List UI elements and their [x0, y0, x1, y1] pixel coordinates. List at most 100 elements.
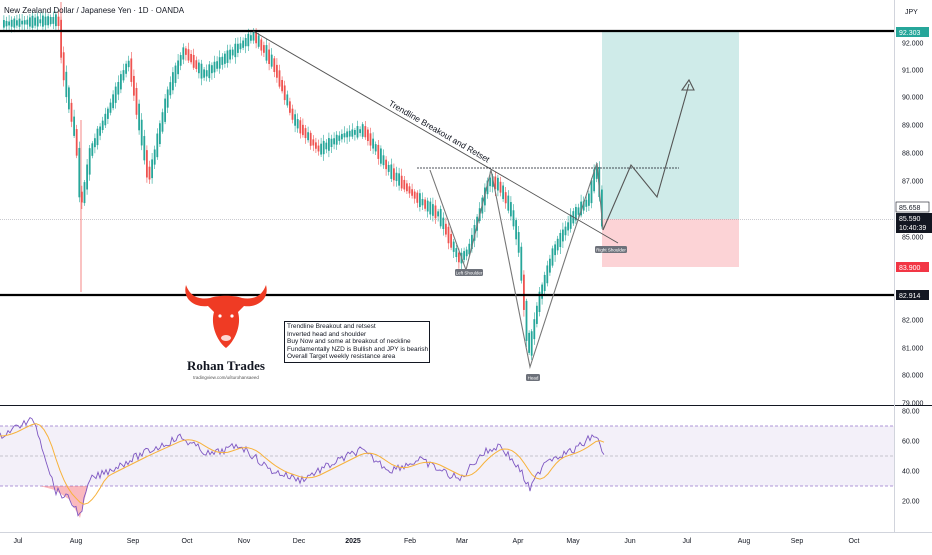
price-tick-label: 90.000 [902, 95, 924, 102]
price-tag-target[interactable] [896, 27, 929, 37]
rsi-axis[interactable]: 80.00 60.00 40.00 20.00 [902, 409, 920, 506]
candle-body [198, 62, 200, 74]
candle-body [130, 58, 133, 82]
candle-body [580, 201, 582, 216]
rsi-ma-line[interactable] [0, 423, 605, 505]
candle-body [426, 200, 429, 212]
candle-body [166, 89, 169, 108]
candle-body [286, 94, 289, 106]
candle-body [114, 86, 117, 103]
candle-body [177, 60, 179, 75]
candle-body [595, 164, 598, 179]
candle-body [31, 15, 34, 28]
price-tag-stop[interactable] [896, 262, 929, 272]
rsi-tick-label: 80.00 [902, 409, 920, 416]
candle-body [387, 164, 390, 172]
target-zone[interactable] [602, 31, 739, 219]
candle-body [29, 17, 31, 27]
candle-body [523, 274, 525, 310]
candle-body [164, 98, 166, 122]
note-line: Overall Target weekly resistance area [287, 353, 396, 361]
candle-body [302, 124, 304, 136]
candle-body [541, 284, 543, 299]
candle-body [104, 113, 107, 126]
price-pane[interactable] [0, 0, 894, 405]
candle-body [255, 31, 257, 44]
candle-body [234, 43, 237, 58]
candle-body [289, 101, 291, 113]
candle-body [13, 18, 16, 28]
candle-body [247, 33, 250, 47]
candle-body [380, 148, 382, 164]
time-tick-label: Mar [456, 538, 469, 545]
candle-body [515, 220, 517, 240]
left-shoulder-tag[interactable] [455, 269, 483, 276]
note-box[interactable]: Trendline Breakout and retsest Inverted … [284, 321, 430, 363]
candle-body [213, 61, 216, 73]
candle-body [283, 85, 286, 101]
candle-body [530, 331, 533, 356]
time-tick-label: Oct [849, 538, 860, 545]
candle-body [317, 145, 320, 152]
candle-body [413, 191, 416, 199]
candle-body [231, 49, 234, 56]
time-tick-label: Aug [70, 538, 83, 545]
candle-body [273, 58, 276, 73]
time-tick-label: Sep [791, 538, 804, 545]
candle-body [226, 50, 229, 63]
candle-body [398, 173, 400, 186]
candle-body [549, 258, 551, 273]
note-line: Fundamentally NZD is Bullish and JPY is … [287, 345, 429, 353]
candle-body [47, 16, 49, 26]
candle-body [10, 19, 13, 27]
candle-body [99, 126, 101, 136]
trendline[interactable] [252, 30, 619, 244]
candle-body [278, 70, 281, 87]
candle-body [419, 193, 421, 207]
stop-zone[interactable] [602, 219, 739, 267]
candle-body [533, 319, 536, 340]
price-tag-support[interactable] [896, 290, 929, 300]
candle-body [502, 185, 504, 200]
price-tag-open[interactable] [895, 201, 930, 213]
candle-body [44, 16, 47, 26]
projection-path[interactable] [602, 83, 690, 231]
price-axis[interactable]: 92.000 91.000 90.000 89.000 88.000 87.000 85.0… [902, 41, 924, 408]
candle-body [174, 65, 177, 83]
candle-body [205, 70, 208, 77]
candle-body [73, 116, 75, 136]
candle-body [330, 138, 333, 148]
price-tick-label: 92.000 [902, 41, 924, 48]
candle-body [335, 134, 338, 145]
candle-body [26, 19, 29, 25]
candle-body [78, 147, 81, 198]
candle-body [109, 102, 112, 113]
candle-body [94, 138, 96, 148]
candle-body [551, 248, 554, 266]
candle-body [57, 16, 60, 26]
candle-body [8, 21, 10, 26]
candle-body [296, 119, 299, 129]
rsi-oversold-fill [40, 486, 88, 518]
candle-body [307, 132, 309, 141]
candle-body [507, 195, 510, 211]
price-tag-last[interactable] [896, 213, 932, 233]
bull-logo-icon [185, 285, 267, 348]
candle-body [52, 16, 55, 24]
candle-body [291, 108, 294, 120]
head-tag[interactable] [526, 374, 540, 381]
candle-body [450, 234, 452, 248]
candle-body [237, 43, 239, 53]
candle-body [491, 176, 494, 187]
price-tags[interactable]: 92.303 85.658 85.590 10:40:39 83.900 82.… [895, 27, 932, 300]
candle-body [169, 82, 172, 96]
price-tick-label: 81.000 [902, 346, 924, 353]
candle-body [546, 265, 549, 284]
right-shoulder-tag[interactable] [595, 246, 627, 253]
time-axis[interactable]: Jul Aug Sep Oct Nov Dec 2025 Feb Mar Apr May Jun Jul… [14, 538, 860, 545]
candle-body [408, 186, 411, 194]
price-tick-label: 79.000 [902, 401, 924, 408]
candle-body [489, 177, 491, 187]
